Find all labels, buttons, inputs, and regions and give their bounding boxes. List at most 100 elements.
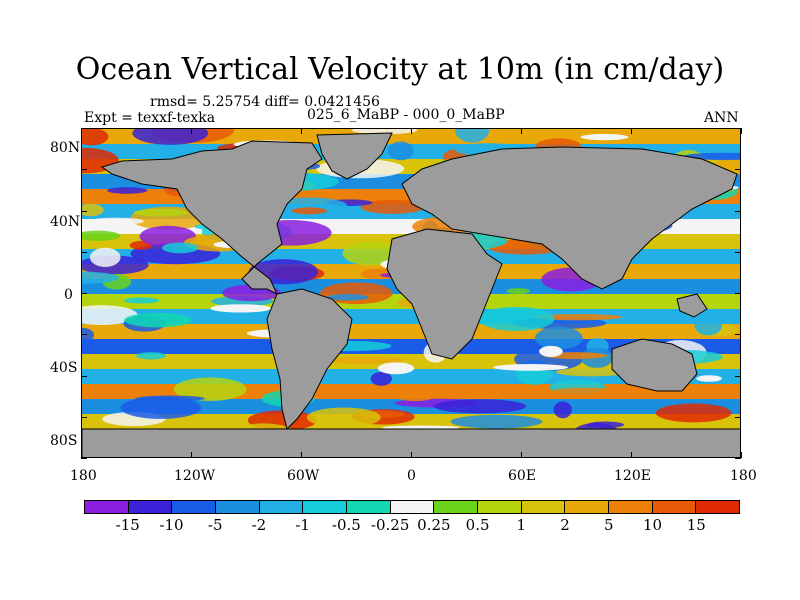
velocity-blob bbox=[351, 129, 418, 135]
velocity-blob bbox=[124, 312, 192, 328]
greenland-landmass bbox=[316, 132, 393, 180]
axis-tick bbox=[741, 128, 742, 134]
velocity-blob bbox=[454, 129, 490, 143]
rmsd-stats: rmsd= 5.25754 diff= 0.0421456 bbox=[150, 94, 380, 110]
velocity-blob bbox=[162, 242, 199, 254]
north-america-landmass bbox=[100, 140, 323, 296]
colorbar-label: -2 bbox=[251, 516, 267, 534]
axis-tick bbox=[81, 251, 87, 253]
axis-tick bbox=[81, 416, 87, 418]
velocity-blob bbox=[655, 403, 732, 423]
velocity-blob bbox=[82, 129, 109, 146]
axis-tick bbox=[735, 251, 741, 253]
velocity-band bbox=[82, 399, 740, 415]
axis-tick bbox=[735, 458, 741, 459]
colorbar-swatch bbox=[390, 501, 435, 513]
colorbar-label: -5 bbox=[207, 516, 223, 534]
velocity-blob bbox=[553, 401, 572, 419]
lon-label-180w: 180 bbox=[70, 468, 97, 484]
maritime-continent-landmass bbox=[676, 293, 708, 318]
colorbar-swatch bbox=[696, 501, 740, 513]
colorbar-swatch bbox=[216, 501, 260, 513]
velocity-blob bbox=[82, 327, 95, 342]
velocity-blob bbox=[533, 313, 623, 321]
axis-tick bbox=[735, 334, 741, 336]
lon-label-0: 0 bbox=[407, 468, 416, 484]
near-zero-streak bbox=[493, 363, 569, 371]
colorbar-swatch bbox=[478, 501, 522, 513]
near-zero-streak bbox=[696, 375, 722, 382]
australia-landmass bbox=[611, 338, 698, 392]
axis-tick bbox=[81, 169, 87, 171]
lon-label-60w: 60W bbox=[287, 468, 320, 484]
lon-label-60e: 60E bbox=[508, 468, 537, 484]
velocity-blob bbox=[82, 230, 121, 241]
velocity-band bbox=[82, 324, 740, 340]
colorbar-swatch bbox=[128, 501, 173, 513]
colorbar bbox=[84, 500, 740, 514]
chart-title: Ocean Vertical Velocity at 10m (in cm/da… bbox=[75, 52, 725, 87]
velocity-map bbox=[81, 128, 741, 458]
velocity-blob bbox=[478, 306, 555, 331]
axis-tick bbox=[191, 452, 192, 458]
axis-tick bbox=[301, 452, 302, 458]
axis-tick bbox=[81, 334, 87, 336]
colorbar-label: -0.25 bbox=[370, 516, 410, 534]
velocity-blob bbox=[136, 352, 167, 360]
axis-tick bbox=[631, 128, 632, 134]
velocity-blob bbox=[326, 294, 369, 301]
colorbar-label: 15 bbox=[686, 516, 706, 534]
axis-tick bbox=[81, 375, 87, 377]
velocity-blob bbox=[139, 225, 197, 247]
colorbar-label: 2 bbox=[560, 516, 570, 534]
lat-label-40s: 40S bbox=[50, 360, 78, 376]
velocity-blob bbox=[370, 371, 392, 386]
axis-tick bbox=[521, 452, 522, 458]
antarctica-landmass bbox=[82, 428, 740, 457]
velocity-blob bbox=[342, 241, 402, 266]
colorbar-swatch bbox=[652, 501, 697, 513]
axis-tick bbox=[735, 169, 741, 171]
axis-tick bbox=[301, 128, 302, 134]
period-label: 025_6_MaBP - 000_0_MaBP bbox=[307, 107, 505, 123]
south-america-landmass bbox=[266, 288, 353, 430]
colorbar-label: -10 bbox=[159, 516, 184, 534]
axis-tick bbox=[735, 128, 741, 129]
axis-tick bbox=[81, 458, 87, 459]
axis-tick bbox=[81, 128, 87, 129]
axis-tick bbox=[735, 375, 741, 377]
axis-tick bbox=[411, 128, 412, 134]
axis-tick bbox=[81, 210, 87, 212]
velocity-blob bbox=[360, 199, 425, 214]
colorbar-swatch bbox=[521, 501, 566, 513]
velocity-blob bbox=[88, 217, 144, 225]
colorbar-label: 0.5 bbox=[465, 516, 490, 534]
velocity-blob bbox=[133, 208, 188, 217]
velocity-blob bbox=[82, 203, 104, 217]
velocity-blob bbox=[106, 187, 148, 194]
axis-tick bbox=[741, 452, 742, 458]
colorbar-label: -15 bbox=[115, 516, 140, 534]
lon-label-120e: 120E bbox=[614, 468, 651, 484]
axis-tick bbox=[81, 293, 87, 294]
experiment-label: Expt = texxf-texka bbox=[84, 110, 216, 126]
velocity-blob bbox=[291, 207, 328, 215]
colorbar-swatch bbox=[85, 501, 129, 513]
map-canvas bbox=[82, 129, 740, 457]
lon-label-180e: 180 bbox=[730, 468, 757, 484]
velocity-blob bbox=[433, 399, 527, 414]
colorbar-labels: -15 -10 -5 -2 -1 -0.5 -0.25 0.25 0.5 1 2 5 10 15 bbox=[84, 516, 740, 536]
axis-tick bbox=[411, 452, 412, 458]
season-label: ANN bbox=[704, 110, 739, 126]
axis-tick bbox=[521, 128, 522, 134]
near-zero-streak bbox=[377, 362, 415, 375]
axis-tick bbox=[631, 452, 632, 458]
colorbar-label: 5 bbox=[604, 516, 614, 534]
lon-label-120w: 120W bbox=[174, 468, 216, 484]
lat-label-40n: 40N bbox=[50, 214, 81, 230]
velocity-blob bbox=[555, 367, 628, 377]
velocity-blob bbox=[306, 407, 381, 428]
velocity-blob bbox=[82, 305, 138, 325]
velocity-blob bbox=[132, 129, 209, 145]
near-zero-streak bbox=[580, 133, 629, 141]
